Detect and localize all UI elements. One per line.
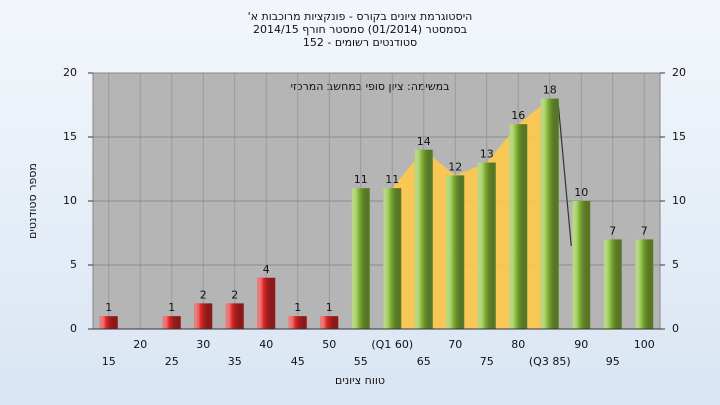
value-label: 4 xyxy=(263,263,270,276)
bar-shade xyxy=(225,303,244,329)
x-tick-label: 90 xyxy=(574,338,588,351)
x-tick-label: 65 xyxy=(417,355,431,368)
value-label: 2 xyxy=(231,288,238,301)
bar-shade xyxy=(351,188,370,329)
x-tick-label: 15 xyxy=(102,355,116,368)
y-tick-label: 0 xyxy=(70,322,77,335)
y2-tick-label: 10 xyxy=(672,194,686,207)
plot: 0 5 10 15 20 0 5 10 15 20 1 15 20 1 25 2 30 2 35 4 40 1 45 1 50 1… xyxy=(63,66,686,368)
x-tick-label: 100 xyxy=(634,338,655,351)
x-tick-label: (Q1 60) xyxy=(371,338,413,351)
x-tick-label: 80 xyxy=(511,338,525,351)
x-axis-label: טווח ציונים xyxy=(335,374,385,387)
value-label: 1 xyxy=(326,301,333,314)
bar-shade xyxy=(257,277,276,329)
x-tick-label: 50 xyxy=(322,338,336,351)
value-label: 11 xyxy=(354,173,368,186)
annotation: במשימה: ציון סופי במחשב המרכזי xyxy=(290,80,449,93)
x-tick-label: 75 xyxy=(480,355,494,368)
bar-shade xyxy=(194,303,213,329)
bar-shade xyxy=(383,188,402,329)
bar-shade xyxy=(288,316,307,329)
value-label: 12 xyxy=(448,160,462,173)
bar-shade xyxy=(446,175,465,329)
value-label: 13 xyxy=(480,148,494,161)
x-tick-label: 70 xyxy=(448,338,462,351)
x-tick-label: 20 xyxy=(133,338,147,351)
y2-tick-label: 5 xyxy=(672,258,679,271)
title-line: סטודנטים רשומים - 152 xyxy=(303,36,417,49)
y-tick-label: 20 xyxy=(63,66,77,79)
title-line: בסמסטר (01/2014) סמסטר חורף 2014/15 xyxy=(253,23,467,36)
y2-tick-label: 15 xyxy=(672,130,686,143)
x-tick-label: (Q3 85) xyxy=(529,355,571,368)
value-label: 7 xyxy=(641,224,648,237)
x-tick-label: 45 xyxy=(291,355,305,368)
x-tick-label: 25 xyxy=(165,355,179,368)
y2-tick-label: 0 xyxy=(672,322,679,335)
bar-shade xyxy=(572,201,591,329)
y2-tick-label: 20 xyxy=(672,66,686,79)
x-tick-label: 55 xyxy=(354,355,368,368)
bar-shade xyxy=(99,316,118,329)
value-label: 1 xyxy=(294,301,301,314)
bar-shade xyxy=(540,98,559,329)
bar-shade xyxy=(477,162,496,329)
bar-shade xyxy=(509,124,528,329)
title-line: היסטוגרמת ציונים בקורס - פונקציות מרוכבו… xyxy=(248,10,473,23)
value-label: 1 xyxy=(168,301,175,314)
bar-shade xyxy=(320,316,339,329)
y-tick-label: 15 xyxy=(63,130,77,143)
x-tick-label: 30 xyxy=(196,338,210,351)
value-label: 14 xyxy=(417,135,431,148)
x-tick-label: 35 xyxy=(228,355,242,368)
bar-shade xyxy=(162,316,181,329)
x-tick-label: 40 xyxy=(259,338,273,351)
value-label: 16 xyxy=(511,109,525,122)
x-tick-label: 95 xyxy=(606,355,620,368)
value-label: 7 xyxy=(609,224,616,237)
value-label: 11 xyxy=(385,173,399,186)
value-label: 10 xyxy=(574,186,588,199)
bar-shade xyxy=(414,149,433,329)
y-axis-label: מספר סטודנטים xyxy=(26,163,39,239)
value-label: 2 xyxy=(200,288,207,301)
y-tick-label: 5 xyxy=(70,258,77,271)
bar-shade xyxy=(603,239,622,329)
quartile-edge xyxy=(557,98,572,247)
value-label: 18 xyxy=(543,84,557,97)
y-tick-label: 10 xyxy=(63,194,77,207)
bar-shade xyxy=(635,239,654,329)
value-label: 1 xyxy=(105,301,112,314)
